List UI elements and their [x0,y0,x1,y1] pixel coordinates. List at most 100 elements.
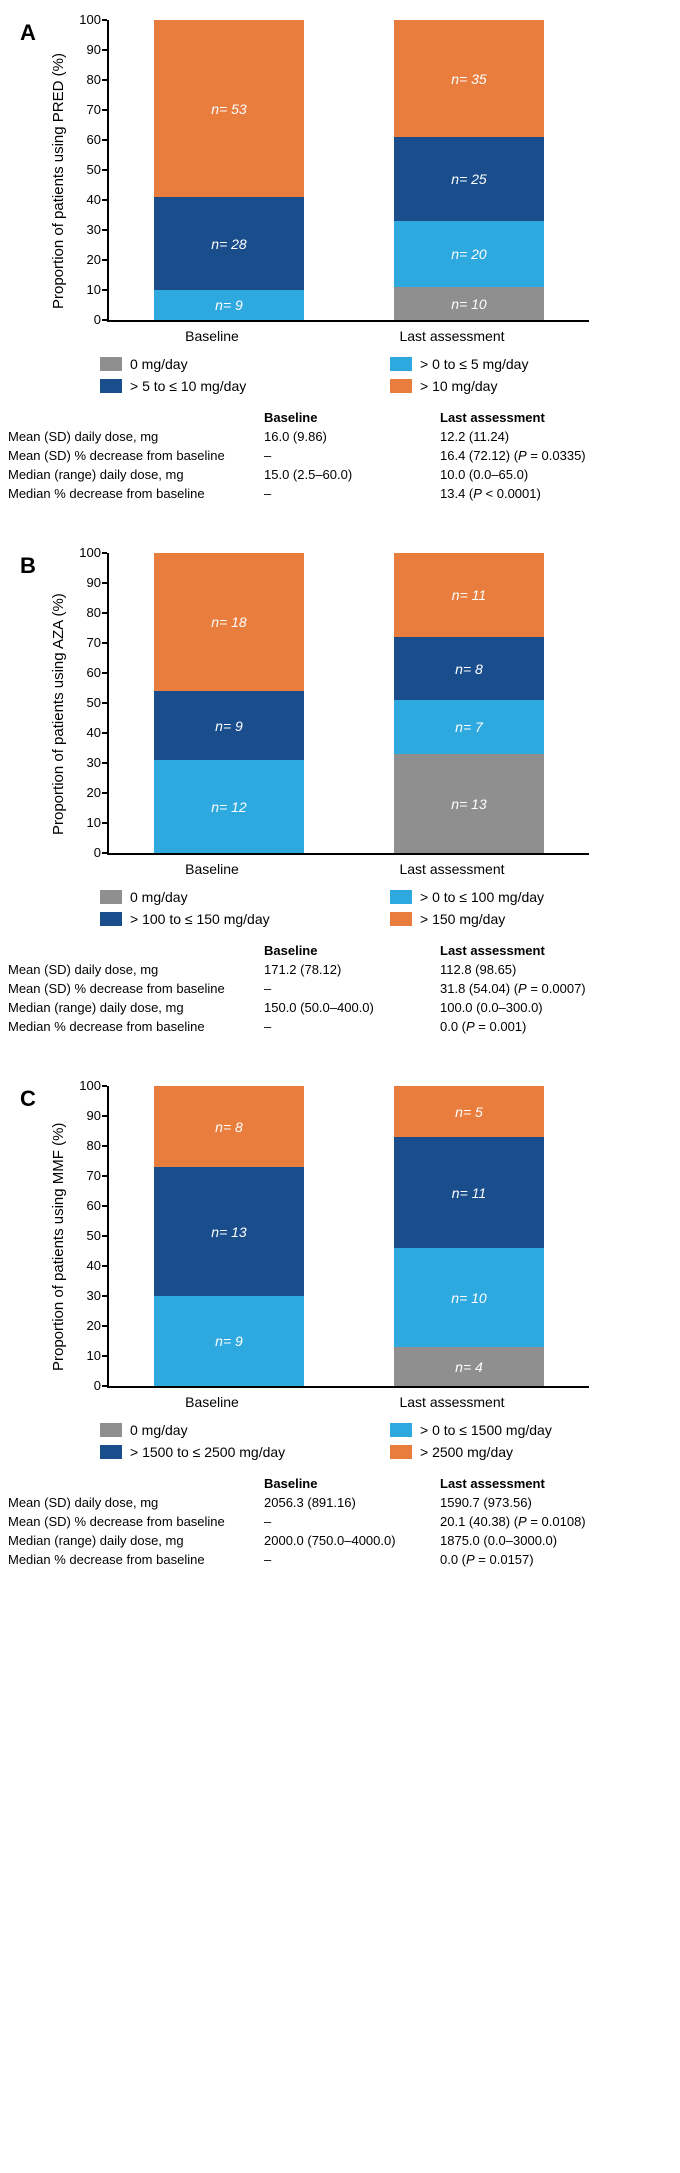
x-label: Baseline [137,1394,287,1410]
table-cell: 0.0 (P = 0.0157) [432,1550,640,1569]
x-label: Baseline [137,861,287,877]
table-row: Mean (SD) % decrease from baseline–20.1 … [0,1512,640,1531]
table-cell: 15.0 (2.5–60.0) [256,465,432,484]
table-cell: 112.8 (98.65) [432,960,640,979]
table-cell: 20.1 (40.38) (P = 0.0108) [432,1512,640,1531]
table-cell: 2000.0 (750.0–4000.0) [256,1531,432,1550]
table-row: Median % decrease from baseline–13.4 (P … [0,484,640,503]
table-cell: 1590.7 (973.56) [432,1493,640,1512]
stacked-bar: n = 9n = 28n = 53 [154,20,304,320]
bar-segment: n = 11 [394,553,544,637]
y-axis: 1009080706050403020100 [71,1086,107,1386]
table-cell: 2056.3 (891.16) [256,1493,432,1512]
stacked-bar: n = 9n = 13n = 8 [154,1086,304,1386]
x-label: Last assessment [377,328,527,344]
legend-label: 0 mg/day [130,889,188,905]
table-row: Median % decrease from baseline–0.0 (P =… [0,1550,640,1569]
plot: n = 12n = 9n = 18 n = 13n = 7n = 8n = 11 [107,553,589,855]
legend: 0 mg/day > 0 to ≤ 100 mg/day > 100 to ≤ 15… [100,889,660,927]
table-cell: 171.2 (78.12) [256,960,432,979]
bar-segment: n = 11 [394,1137,544,1248]
stats-header [0,408,256,427]
y-axis-title: Proportion of patients using AZA (%) [50,553,67,855]
table-cell: 10.0 (0.0–65.0) [432,465,640,484]
bar-segment: n = 25 [394,137,544,221]
legend-item: > 10 mg/day [390,378,660,394]
legend-swatch [390,379,412,393]
table-cell: 12.2 (11.24) [432,427,640,446]
table-cell: Mean (SD) % decrease from baseline [0,446,256,465]
bar-segment: n = 10 [394,287,544,320]
y-axis-title: Proportion of patients using MMF (%) [50,1086,67,1388]
table-cell: Median (range) daily dose, mg [0,998,256,1017]
panel-label: A [20,20,36,46]
x-label: Last assessment [377,1394,527,1410]
legend: 0 mg/day > 0 to ≤ 5 mg/day > 5 to ≤ 10 mg/… [100,356,660,394]
stacked-bar: n = 13n = 7n = 8n = 11 [394,553,544,853]
table-row: Median % decrease from baseline–0.0 (P =… [0,1017,640,1036]
table-cell: Median % decrease from baseline [0,1550,256,1569]
stats-table: BaselineLast assessmentMean (SD) daily d… [0,408,640,503]
table-cell: – [256,1512,432,1531]
table-cell: – [256,484,432,503]
table-cell: Median (range) daily dose, mg [0,465,256,484]
legend-label: > 100 to ≤ 150 mg/day [130,911,270,927]
legend-label: > 0 to ≤ 5 mg/day [420,356,528,372]
legend-label: > 2500 mg/day [420,1444,513,1460]
plot: n = 9n = 28n = 53 n = 10n = 20n = 25n = 3… [107,20,589,322]
table-cell: 16.0 (9.86) [256,427,432,446]
stats-header: Baseline [256,408,432,427]
table-cell: 100.0 (0.0–300.0) [432,998,640,1017]
x-axis-labels: Baseline Last assessment [92,861,572,877]
legend-item: > 2500 mg/day [390,1444,660,1460]
legend-item: > 0 to ≤ 100 mg/day [390,889,660,905]
legend-swatch [390,1423,412,1437]
stacked-bar: n = 10n = 20n = 25n = 35 [394,20,544,320]
stats-table: BaselineLast assessmentMean (SD) daily d… [0,941,640,1036]
bar-segment: n = 8 [394,637,544,700]
table-cell: 16.4 (72.12) (P = 0.0335) [432,446,640,465]
plot: n = 9n = 13n = 8n = 4n = 10n = 11n = 5 [107,1086,589,1388]
stacked-bar: n = 12n = 9n = 18 [154,553,304,853]
table-cell: 1875.0 (0.0–3000.0) [432,1531,640,1550]
legend-swatch [100,1445,122,1459]
x-label: Last assessment [377,861,527,877]
table-row: Mean (SD) % decrease from baseline–31.8 … [0,979,640,998]
bar-segment: n = 28 [154,197,304,290]
legend-label: > 0 to ≤ 1500 mg/day [420,1422,552,1438]
x-axis-labels: BaselineLast assessment [92,328,572,344]
legend-swatch [100,912,122,926]
legend-item: > 0 to ≤ 1500 mg/day [390,1422,660,1438]
legend-item: > 150 mg/day [390,911,660,927]
legend-label: 0 mg/day [130,1422,188,1438]
table-cell: – [256,1017,432,1036]
legend-swatch [390,357,412,371]
bar-segment: n = 9 [154,691,304,760]
table-cell: Median (range) daily dose, mg [0,1531,256,1550]
legend-swatch [100,357,122,371]
chart-area: Proportion of patients using AZA (%)1009… [50,553,660,855]
table-cell: Mean (SD) daily dose, mg [0,1493,256,1512]
legend-swatch [100,379,122,393]
table-cell: Mean (SD) % decrease from baseline [0,1512,256,1531]
table-cell: – [256,1550,432,1569]
table-row: Mean (SD) daily dose, mg16.0 (9.86)12.2 … [0,427,640,446]
table-cell: 31.8 (54.04) (P = 0.0007) [432,979,640,998]
table-cell: 150.0 (50.0–400.0) [256,998,432,1017]
legend-label: > 5 to ≤ 10 mg/day [130,378,246,394]
bar-segment: n = 18 [154,553,304,691]
bar-segment: n = 13 [154,1167,304,1296]
legend-item: 0 mg/day [100,356,370,372]
bar-segment: n = 20 [394,221,544,287]
stats-header: Last assessment [432,1474,640,1493]
table-cell: 0.0 (P = 0.001) [432,1017,640,1036]
table-row: Median (range) daily dose, mg2000.0 (750… [0,1531,640,1550]
table-cell: 13.4 (P < 0.0001) [432,484,640,503]
legend-swatch [100,890,122,904]
panel-B: BProportion of patients using AZA (%)100… [20,553,660,1036]
stats-header: Baseline [256,941,432,960]
chart-area: Proportion of patients using PRED (%)100… [50,20,660,322]
bar-segment: n = 5 [394,1086,544,1137]
legend-swatch [390,1445,412,1459]
table-row: Mean (SD) daily dose, mg2056.3 (891.16)1… [0,1493,640,1512]
